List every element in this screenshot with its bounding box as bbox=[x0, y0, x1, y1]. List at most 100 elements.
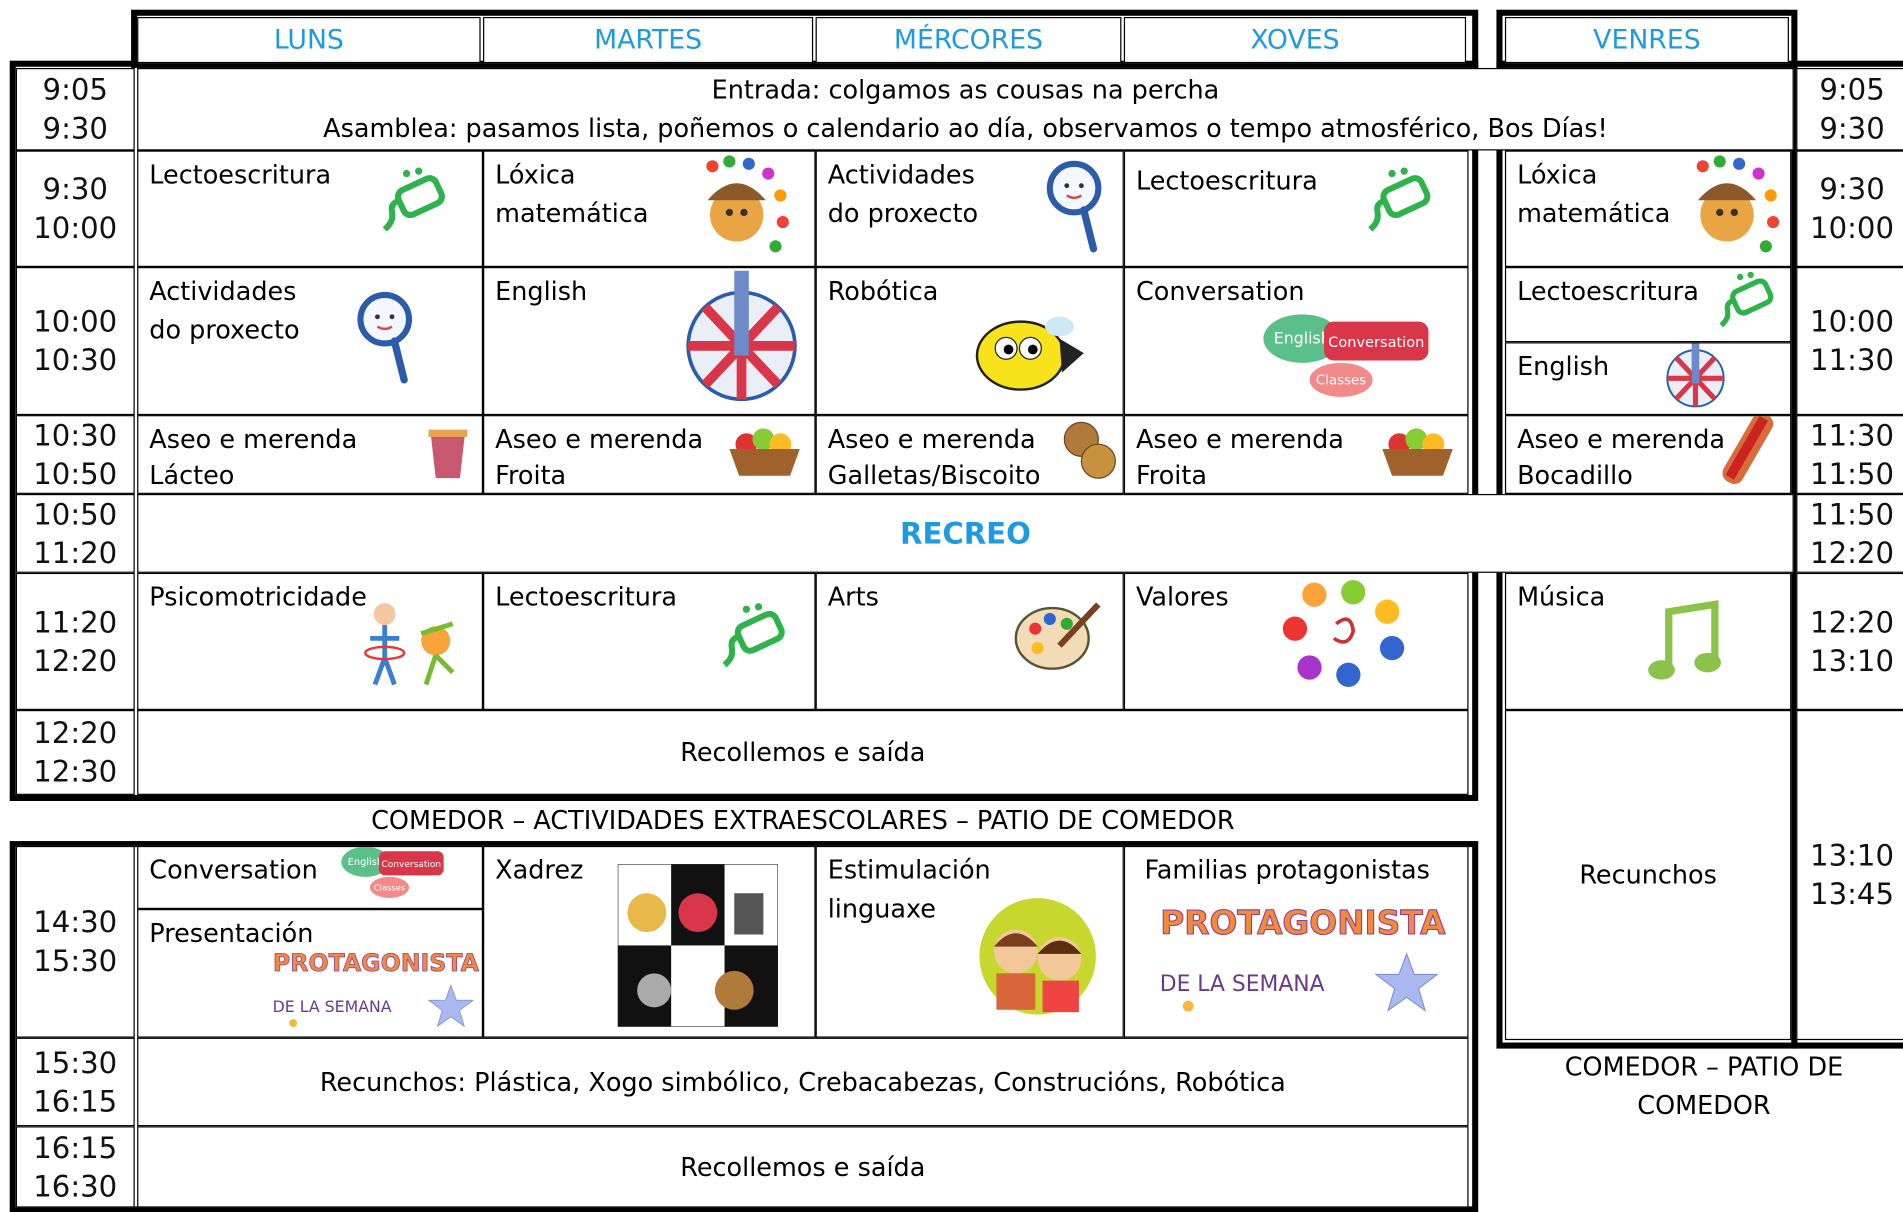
day-label: MÉRCORES bbox=[893, 24, 1044, 56]
icon-shape bbox=[723, 155, 736, 168]
icon-shape bbox=[774, 189, 787, 202]
icon bbox=[1046, 160, 1102, 253]
icon-shape bbox=[1368, 197, 1387, 232]
icon bbox=[1063, 421, 1116, 479]
illustration bbox=[1052, 416, 1120, 488]
activity-cell: Xadrez bbox=[483, 845, 816, 1038]
start-time: 10:00 bbox=[33, 304, 118, 339]
illustration bbox=[967, 896, 1108, 1022]
snack-cell: Aseo e merenda Bocadillo bbox=[1504, 415, 1792, 494]
icon-shape bbox=[402, 169, 411, 178]
icon-shape bbox=[1374, 951, 1439, 1012]
start-time: 11:30 bbox=[1810, 418, 1894, 453]
time-slot: 15:30 16:15 bbox=[15, 1037, 135, 1127]
activity-cell: Actividades do proxecto bbox=[815, 150, 1124, 268]
activity-cell: Lóxica matemática bbox=[1504, 150, 1792, 268]
end-time: 16:15 bbox=[33, 1084, 118, 1119]
icon-shape bbox=[1066, 194, 1083, 200]
icon-shape bbox=[1700, 188, 1754, 242]
start-time: 16:15 bbox=[33, 1130, 118, 1165]
end-time: 10:00 bbox=[1810, 211, 1894, 246]
icon-shape bbox=[1405, 428, 1428, 451]
icon-shape bbox=[714, 970, 754, 1010]
icon-shape bbox=[1044, 316, 1075, 337]
start-time: 10:30 bbox=[33, 418, 118, 453]
illustration bbox=[1664, 343, 1727, 413]
illustration bbox=[1691, 154, 1783, 263]
activity-cell: Lectoescritura bbox=[137, 150, 484, 268]
day-label: XOVES bbox=[1250, 24, 1340, 56]
icon bbox=[357, 291, 413, 384]
illustration bbox=[1715, 416, 1783, 490]
icon-shape bbox=[678, 893, 718, 933]
illustration bbox=[683, 270, 800, 409]
icon-shape bbox=[1080, 206, 1098, 253]
icon-shape: DE LA SEMANA bbox=[272, 997, 391, 1016]
icon-shape bbox=[1046, 160, 1102, 216]
icon-shape bbox=[420, 621, 455, 686]
icon-shape bbox=[1730, 208, 1738, 217]
cell-text: English bbox=[495, 276, 588, 306]
icon-shape bbox=[1003, 344, 1014, 355]
illustration bbox=[1715, 271, 1778, 339]
day-header: MÉRCORES bbox=[815, 16, 1122, 64]
icon-shape bbox=[1029, 622, 1042, 635]
time-slot: 11:30 11:50 bbox=[1796, 415, 1903, 494]
end-time: 11:50 bbox=[1810, 456, 1894, 491]
cell-text: Lectoescritura bbox=[495, 582, 677, 612]
icon-shape bbox=[1379, 635, 1405, 661]
day-header: MARTES bbox=[483, 16, 814, 64]
snack-cell: Aseo e merenda Lácteo bbox=[137, 415, 484, 494]
illustration: English Conversation Classes bbox=[340, 847, 445, 908]
illustration bbox=[1013, 597, 1101, 677]
icon-shape bbox=[1752, 167, 1765, 180]
cell-text: Valores bbox=[1135, 582, 1229, 612]
icon-shape bbox=[769, 240, 782, 253]
icon bbox=[1666, 343, 1725, 408]
snack-cell: Aseo e merenda Froita bbox=[1123, 415, 1469, 494]
time-slot: 16:15 16:30 bbox=[15, 1126, 135, 1208]
icon-shape bbox=[1341, 580, 1366, 605]
icon-shape bbox=[364, 645, 406, 661]
exit-text: Recollemos e saída bbox=[680, 737, 926, 768]
icon-shape bbox=[370, 625, 400, 686]
icon-shape bbox=[1324, 321, 1429, 361]
cell-text: Recunchos: Plástica, Xogo simbólico, Cre… bbox=[319, 1067, 1286, 1097]
icon-shape bbox=[1057, 602, 1101, 648]
cell-text: Aseo e merenda bbox=[149, 424, 358, 454]
icon bbox=[706, 155, 789, 253]
icon-shape bbox=[1182, 1000, 1194, 1012]
cell-text: Lectoescritura bbox=[1517, 276, 1699, 306]
icon-shape bbox=[1696, 160, 1709, 173]
icon-shape bbox=[1716, 208, 1724, 217]
icon-shape bbox=[1042, 980, 1079, 1013]
icon-shape bbox=[734, 270, 749, 356]
icon-shape bbox=[1730, 278, 1774, 316]
activity-cell: Lóxica matemática bbox=[483, 150, 816, 268]
time-slot: 12:20 12:30 bbox=[15, 709, 135, 795]
icon bbox=[1722, 416, 1774, 484]
start-time: 9:30 bbox=[42, 172, 108, 207]
start-time: 11:50 bbox=[1810, 496, 1894, 531]
activity-cell: Estimulación linguaxe bbox=[815, 845, 1124, 1038]
icon-shape bbox=[427, 983, 474, 1028]
cell-text: Xadrez bbox=[495, 855, 584, 885]
icon-shape bbox=[996, 973, 1036, 1010]
icon-shape bbox=[706, 160, 719, 173]
icon-shape bbox=[1725, 416, 1768, 480]
illustration bbox=[1644, 600, 1722, 690]
illustration bbox=[1043, 157, 1111, 259]
icon-shape bbox=[1713, 155, 1726, 168]
icon-shape bbox=[1332, 617, 1356, 644]
icon-shape bbox=[637, 973, 672, 1008]
cell-text: Actividades do proxecto bbox=[827, 160, 979, 229]
icon-shape bbox=[1031, 642, 1044, 655]
icon bbox=[1368, 167, 1431, 232]
start-time: 9:05 bbox=[42, 72, 108, 107]
illustration: PROTAGONISTA DE LA SEMANA bbox=[269, 944, 482, 1034]
activity-cell: Conversation English Conversation Classes bbox=[1123, 267, 1469, 416]
icon-shape bbox=[1302, 582, 1327, 607]
time-slot: 10:00 10:30 bbox=[15, 267, 135, 416]
